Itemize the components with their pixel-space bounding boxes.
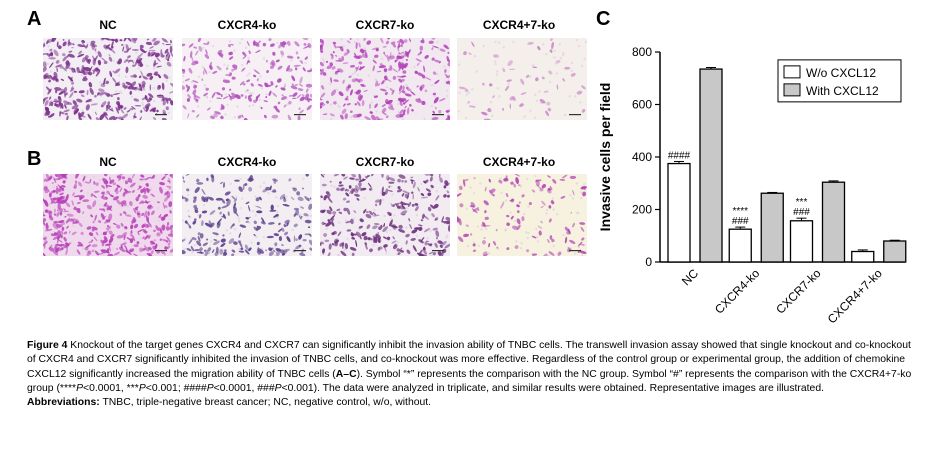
micrograph-b-cxcr7 [320,174,450,256]
x-tick-label: NC [679,266,701,288]
x-tick-label: CXCR4-ko [712,266,763,317]
abbreviations-label: Abbreviations: [27,397,100,409]
micrograph-a-cxcr47 [457,38,587,120]
y-tick-label: 200 [632,203,652,217]
significance-label: #### [668,150,691,161]
significance-label: ### [793,207,810,218]
panel-a-letter: A [27,8,42,30]
bar-W/o CXCL12-CXCR4+7-ko [851,250,875,263]
legend-label: W/o CXCL12 [806,66,876,80]
y-tick-label: 400 [632,150,652,164]
y-tick-label: 600 [632,98,652,112]
caption-text-4: <0.001; #### [145,382,207,394]
micrograph-a-nc [43,38,173,120]
caption-text-5: <0.0001, ### [213,382,275,394]
panel-c-letter: C [596,8,611,30]
bar-With CXCL12-CXCR4+7-ko [883,240,907,263]
significance-label: **** [732,206,748,217]
panel-b-letter: B [27,148,42,170]
micrograph-a-cxcr4 [182,38,312,120]
legend-swatch [783,83,801,97]
micrograph-a-cxcr7 [320,38,450,120]
caption-p2: P [138,382,146,394]
y-tick-label: 0 [645,255,652,269]
row-b-label-cxcr7: CXCR7-ko [355,155,415,169]
row-a-label-cxcr4: CXCR4-ko [217,18,277,32]
abbreviations-text: TNBC, triple-negative breast cancer; NC,… [99,397,432,409]
x-tick-label: CXCR4+7-ko [825,266,885,326]
bar-W/o CXCL12-NC [667,162,691,263]
caption-text-6: <0.001). The data were analyzed in tripl… [281,382,824,394]
row-b-label-cxcr47: CXCR4+7-ko [482,155,556,169]
micrograph-b-cxcr47 [457,174,587,256]
bar-W/o CXCL12-CXCR7-ko [789,220,814,263]
caption-p1: P [76,382,84,394]
legend-swatch [783,65,801,79]
row-b-label-nc: NC [99,155,117,169]
caption-p4: P [274,382,282,394]
significance-label: ### [732,216,749,227]
figure-label: Figure 4 [27,340,68,351]
bar-chart: 0 200 400 600 800 Invasive cells per field NC C… [597,45,907,326]
caption-text-1: Knockout of the target genes CXCR4 and C… [27,340,911,380]
row-a-label-cxcr7: CXCR7-ko [355,18,415,32]
legend-label: With CXCL12 [806,84,879,98]
figure-caption: Figure 4 Knockout of the target genes CX… [27,339,922,410]
caption-p3: P [206,382,214,394]
bar-With CXCL12-NC [699,68,723,263]
row-b-label-cxcr4: CXCR4-ko [217,155,277,169]
caption-paragraph: Figure 4 Knockout of the target genes CX… [27,339,922,396]
caption-text-2: ). Symbol “*” represents the comparison … [27,368,912,394]
micrograph-b-cxcr4 [182,174,312,256]
bar-With CXCL12-CXCR7-ko [821,181,846,263]
micrograph-b-nc [43,174,173,256]
x-tick-label: CXCR7-ko [773,266,824,317]
y-axis-title: Invasive cells per field [597,83,613,232]
significance-label: *** [796,197,808,208]
abbreviations-paragraph: Abbreviations: TNBC, triple-negative bre… [27,396,922,410]
y-tick-label: 800 [632,45,652,59]
bar-With CXCL12-CXCR4-ko [760,192,784,263]
row-a-label-nc: NC [99,18,117,32]
bar-W/o CXCL12-CXCR4-ko [728,228,752,263]
row-a-label-cxcr47: CXCR4+7-ko [482,18,556,32]
caption-panel-ref: A–C [335,368,357,380]
caption-text-3: <0.0001, *** [83,382,139,394]
